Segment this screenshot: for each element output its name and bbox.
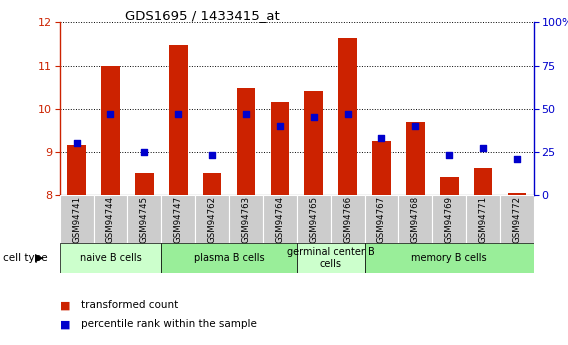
Text: cell type: cell type (3, 253, 48, 263)
Point (106, 111, 115, 117)
Text: percentile rank within the sample: percentile rank within the sample (81, 319, 257, 329)
Text: GSM94741: GSM94741 (72, 196, 81, 243)
Text: plasma B cells: plasma B cells (194, 253, 264, 263)
Text: memory B cells: memory B cells (411, 253, 487, 263)
Text: GSM94764: GSM94764 (275, 196, 285, 243)
Text: GDS1695 / 1433415_at: GDS1695 / 1433415_at (125, 9, 279, 22)
Bar (440, 177, 458, 195)
Point (72, 140, 81, 146)
Point (140, 149, 149, 155)
Point (411, 123, 420, 129)
Text: germinal center B
cells: germinal center B cells (287, 247, 374, 269)
Text: GSM94766: GSM94766 (343, 196, 352, 243)
Text: GSM94762: GSM94762 (207, 196, 216, 243)
Text: GSM94744: GSM94744 (106, 196, 115, 243)
Point (343, 111, 352, 117)
Text: GSM94771: GSM94771 (479, 196, 487, 243)
Point (309, 115, 318, 120)
Text: GSM94745: GSM94745 (140, 196, 149, 243)
Bar (500, 195, 534, 243)
Text: naive B cells: naive B cells (80, 253, 141, 263)
Bar (169, 45, 187, 195)
Bar (60, 243, 161, 273)
Text: GSM94767: GSM94767 (377, 196, 386, 243)
Text: GSM94768: GSM94768 (411, 196, 420, 243)
Text: ■: ■ (60, 319, 70, 329)
Point (445, 152, 454, 158)
Bar (161, 243, 296, 273)
Point (174, 111, 183, 117)
Text: ■: ■ (60, 300, 70, 310)
Bar (296, 195, 331, 243)
Bar (339, 38, 357, 195)
Point (377, 135, 386, 141)
Bar (270, 102, 289, 195)
Bar (237, 88, 255, 195)
Text: GSM94747: GSM94747 (174, 196, 183, 243)
Text: ▶: ▶ (35, 253, 44, 263)
Bar (474, 168, 492, 195)
Bar (127, 195, 161, 243)
Bar (101, 66, 120, 195)
Bar (229, 195, 263, 243)
Bar (466, 195, 500, 243)
Text: GSM94772: GSM94772 (512, 196, 521, 243)
Point (479, 146, 488, 151)
Bar (372, 141, 391, 195)
Bar (195, 195, 229, 243)
Bar (161, 195, 195, 243)
Bar (331, 195, 365, 243)
Text: transformed count: transformed count (81, 300, 178, 310)
Bar (365, 243, 534, 273)
Bar (508, 193, 527, 195)
Bar (94, 195, 127, 243)
Bar (203, 172, 222, 195)
Point (207, 152, 216, 158)
Bar (406, 122, 425, 195)
Bar (432, 195, 466, 243)
Bar (304, 90, 323, 195)
Point (275, 123, 285, 129)
Bar (67, 145, 86, 195)
Point (512, 156, 521, 161)
Bar (296, 243, 365, 273)
Text: GSM94769: GSM94769 (445, 196, 454, 243)
Bar (365, 195, 398, 243)
Bar (398, 195, 432, 243)
Bar (135, 172, 154, 195)
Bar (60, 195, 94, 243)
Point (241, 111, 250, 117)
Text: GSM94763: GSM94763 (241, 196, 250, 243)
Bar (263, 195, 296, 243)
Text: GSM94765: GSM94765 (309, 196, 318, 243)
